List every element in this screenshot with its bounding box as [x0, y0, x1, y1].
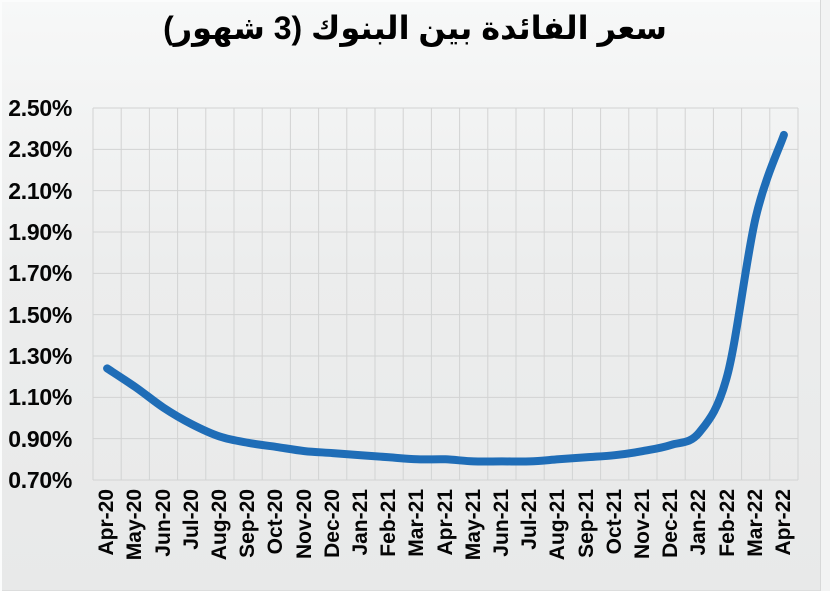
x-axis-tick-label: Jan-21 [348, 489, 372, 556]
chart-title: سعر الفائدة بين البنوك (3 شهور) [163, 10, 667, 46]
x-axis-tick-label: Dec-20 [320, 489, 344, 558]
y-axis-tick-label: 2.50% [8, 95, 72, 121]
x-axis-tick-label: May-20 [123, 489, 147, 561]
series-line [103, 130, 788, 466]
x-axis-tick-label: Jun-21 [489, 489, 513, 557]
y-axis-tick-label: 0.90% [8, 425, 72, 452]
x-axis-tick-label: May-21 [461, 489, 485, 561]
card-edge-line [820, 0, 821, 591]
x-axis-tick-label: Sep-21 [574, 489, 598, 558]
x-axis-tick-label: Aug-21 [546, 489, 570, 561]
y-axis-tick-label: 1.50% [8, 301, 72, 328]
y-axis-tick-label: 1.90% [8, 219, 72, 245]
x-axis-tick-label: Jul-20 [179, 489, 203, 550]
y-axis-tick-label: 2.10% [8, 177, 72, 204]
x-axis-tick-label: Nov-21 [630, 489, 654, 560]
x-axis-tick-label: Jan-22 [687, 489, 711, 556]
y-axis-tick-label: 2.30% [8, 136, 72, 163]
x-axis-tick-label: Sep-20 [236, 489, 260, 558]
x-axis-tick-label: Dec-21 [659, 489, 683, 558]
x-axis-tick-label: Feb-22 [715, 489, 739, 557]
y-axis-tick-label: 0.70% [8, 467, 72, 493]
x-axis-tick-label: Feb-21 [377, 489, 401, 557]
x-axis-tick-label: Nov-20 [292, 489, 316, 560]
x-axis-tick-label: Apr-20 [95, 489, 119, 556]
x-axis-tick-label: Apr-21 [433, 489, 457, 556]
y-axis-tick-label: 1.30% [8, 343, 72, 369]
x-axis-tick-label: Mar-21 [405, 489, 429, 557]
y-axis-tick-label: 1.70% [8, 260, 72, 287]
x-axis-tick-label: Jul-21 [518, 489, 542, 550]
x-axis-tick-label: Mar-22 [743, 489, 767, 557]
x-axis-tick-label: Oct-21 [602, 489, 626, 555]
x-axis-tick-label: Apr-22 [771, 489, 795, 556]
card-edge [821, 0, 830, 591]
y-axis-tick-label: 1.10% [8, 384, 72, 411]
x-axis-tick-label: Oct-20 [264, 489, 288, 555]
x-axis-tick-label: Jun-20 [151, 489, 175, 557]
x-axis-tick-label: Aug-20 [207, 489, 231, 561]
